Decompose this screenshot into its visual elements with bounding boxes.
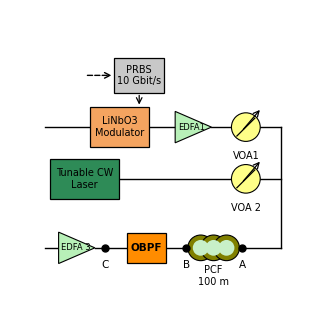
Text: B: B bbox=[183, 260, 190, 270]
Circle shape bbox=[231, 164, 260, 193]
Circle shape bbox=[214, 235, 239, 261]
Text: OBPF: OBPF bbox=[131, 243, 162, 253]
FancyBboxPatch shape bbox=[50, 159, 119, 198]
Circle shape bbox=[201, 235, 227, 261]
Circle shape bbox=[219, 240, 235, 256]
Text: A: A bbox=[238, 260, 246, 270]
Circle shape bbox=[231, 113, 260, 141]
Text: VOA1: VOA1 bbox=[232, 151, 259, 161]
Text: EDFA1: EDFA1 bbox=[179, 123, 205, 132]
FancyBboxPatch shape bbox=[115, 58, 164, 92]
Polygon shape bbox=[59, 232, 95, 264]
FancyBboxPatch shape bbox=[127, 233, 166, 263]
Text: PRBS
10 Gbit/s: PRBS 10 Gbit/s bbox=[117, 65, 161, 86]
Text: Tunable CW
Laser: Tunable CW Laser bbox=[56, 168, 113, 190]
Polygon shape bbox=[175, 111, 212, 143]
Circle shape bbox=[193, 240, 209, 256]
Text: VOA 2: VOA 2 bbox=[231, 203, 261, 213]
Text: LiNbO3
Modulator: LiNbO3 Modulator bbox=[95, 116, 144, 138]
Text: EDFA 3: EDFA 3 bbox=[60, 243, 90, 252]
Circle shape bbox=[188, 235, 214, 261]
Text: PCF
100 m: PCF 100 m bbox=[198, 265, 229, 287]
Text: C: C bbox=[101, 260, 108, 270]
Circle shape bbox=[206, 240, 221, 256]
FancyBboxPatch shape bbox=[90, 108, 149, 147]
